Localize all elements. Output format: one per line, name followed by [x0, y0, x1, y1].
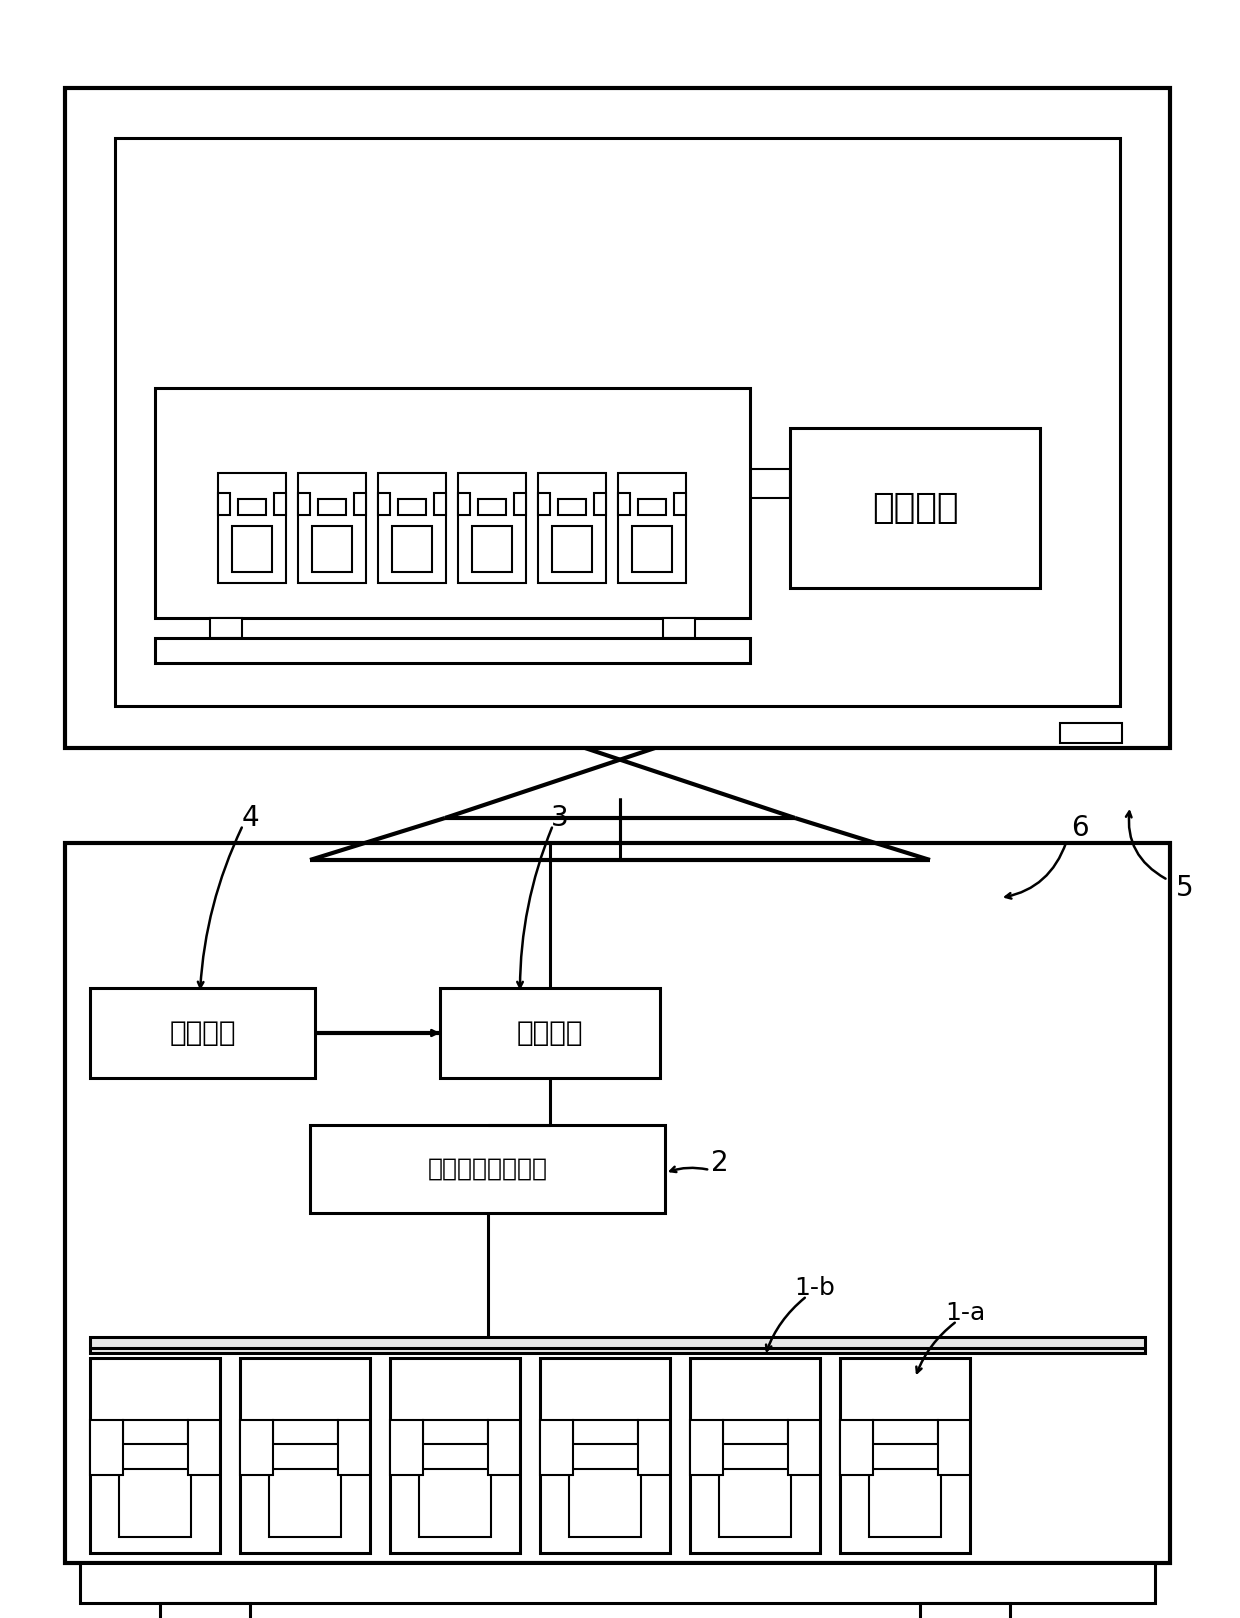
Bar [839, 1358, 970, 1553]
Bar [218, 493, 231, 515]
Bar [337, 1421, 370, 1476]
Bar [210, 618, 242, 637]
Bar [119, 1469, 191, 1537]
Bar [689, 1358, 820, 1553]
Bar [723, 1421, 787, 1443]
Bar [663, 618, 694, 637]
Bar [434, 493, 446, 515]
Bar [552, 526, 591, 573]
Bar [273, 1421, 337, 1443]
Bar [123, 1421, 187, 1443]
Bar [298, 472, 366, 582]
Bar [632, 526, 672, 573]
Bar [378, 493, 391, 515]
Bar [869, 1469, 941, 1537]
Text: 4: 4 [242, 804, 259, 832]
Text: 网口状态检测单元: 网口状态检测单元 [428, 1157, 548, 1181]
Bar [673, 493, 686, 515]
Bar [440, 989, 660, 1078]
Text: 5: 5 [1177, 874, 1194, 901]
Bar [873, 1421, 937, 1443]
Text: 1-b: 1-b [795, 1277, 836, 1299]
Bar [317, 500, 346, 515]
Bar [187, 1421, 219, 1476]
Text: 6: 6 [1071, 814, 1089, 841]
Text: 1-a: 1-a [945, 1301, 985, 1325]
Bar [298, 493, 310, 515]
Bar [419, 1469, 491, 1537]
Bar [274, 493, 286, 515]
Bar [458, 472, 526, 582]
Bar [569, 1469, 641, 1537]
Bar [241, 1421, 273, 1476]
Bar [91, 1421, 123, 1476]
Bar [378, 472, 446, 582]
Bar [160, 1603, 250, 1618]
Bar [937, 1421, 970, 1476]
Bar [155, 388, 750, 618]
Bar [689, 1421, 723, 1476]
Bar [269, 1469, 341, 1537]
Bar [920, 1603, 1011, 1618]
Bar [618, 472, 686, 582]
Text: 3: 3 [551, 804, 569, 832]
Bar [513, 493, 526, 515]
Bar [91, 989, 315, 1078]
Bar [64, 843, 1171, 1563]
Bar [398, 500, 427, 515]
Bar [539, 1358, 670, 1553]
Bar [91, 1336, 1145, 1353]
Bar [155, 637, 750, 663]
Text: 配置界面: 配置界面 [872, 490, 959, 524]
Bar [232, 526, 272, 573]
Bar [391, 1421, 423, 1476]
Bar [472, 526, 512, 573]
Bar [538, 493, 551, 515]
Bar [81, 1563, 1154, 1603]
Bar [310, 1125, 665, 1214]
Bar [477, 500, 506, 515]
Bar [839, 1421, 873, 1476]
Bar [391, 1358, 520, 1553]
Bar [558, 500, 587, 515]
Bar [458, 493, 470, 515]
Text: 存储单元: 存储单元 [169, 1019, 236, 1047]
Bar [238, 500, 267, 515]
Bar [1060, 723, 1122, 743]
Bar [487, 1421, 520, 1476]
Bar [353, 493, 366, 515]
Bar [573, 1421, 637, 1443]
Bar [115, 138, 1120, 705]
Bar [594, 493, 606, 515]
Bar [423, 1421, 487, 1443]
Bar [637, 500, 666, 515]
Bar [787, 1421, 820, 1476]
Bar [719, 1469, 791, 1537]
Bar [91, 1358, 219, 1553]
Bar [218, 472, 286, 582]
Bar [637, 1421, 670, 1476]
Bar [539, 1421, 573, 1476]
Bar [618, 493, 630, 515]
Text: 控制单元: 控制单元 [517, 1019, 583, 1047]
Bar [64, 87, 1171, 748]
Bar [312, 526, 352, 573]
Bar [241, 1358, 370, 1553]
Text: 2: 2 [712, 1149, 729, 1176]
Bar [538, 472, 606, 582]
Bar [790, 429, 1040, 587]
Bar [392, 526, 432, 573]
